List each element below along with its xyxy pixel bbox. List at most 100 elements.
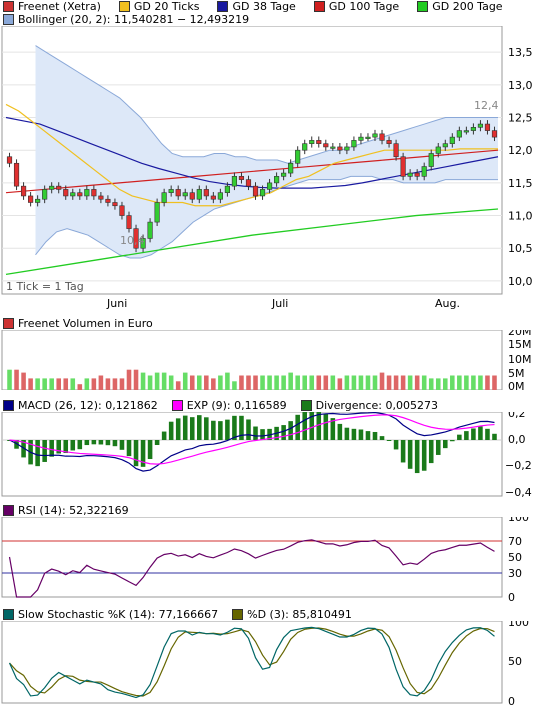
candle-body [13,162,20,187]
candle-body [435,146,441,154]
volume-bar [63,378,69,390]
stoch-tick-100: 100 [508,621,529,629]
candle-body [491,130,498,138]
candle-body [161,192,167,203]
candle-body [330,146,336,149]
divergence-bar [168,421,174,440]
candle-body [77,192,83,197]
volume-bar [435,378,441,390]
divergence-bar [105,440,111,446]
candle-body [189,192,195,200]
volume-bar [253,375,258,390]
volume-bar [35,378,40,390]
divergence-bar [316,412,322,440]
rsi-tick-0: 0 [508,591,515,602]
low-annotation: 10,4 [120,234,145,247]
candle-body [309,140,315,144]
volume-bar [393,375,399,390]
divergence-bar [49,440,54,457]
gd20-swatch [118,1,130,12]
divergence-bar [161,431,167,440]
candle-body [84,189,90,197]
gd200-legend-label: GD 200 Tage [432,0,503,13]
divergence-bar [337,423,343,440]
month-label-juli: Juli [271,297,288,310]
price-ytick-label: 13,5 [508,46,533,59]
stoch-plot-frame [1,621,503,704]
high-annotation: 12,4 [474,99,499,112]
divergence-bar [457,434,462,440]
bollinger-swatch [3,14,14,25]
divergence-bar [450,440,455,442]
volume-bar [140,372,146,390]
volume-bar [70,378,76,390]
price-ytick-label: 11,0 [508,210,533,223]
candle-body [20,185,27,197]
volume-bar [267,375,272,390]
candle-body [203,189,209,197]
macd-tick-00: 0,0 [508,433,526,446]
divergence-bar [358,429,364,440]
volume-bar [478,375,483,390]
bollinger-lower-line [35,175,498,259]
volume-bar [182,372,188,390]
candle-body [379,133,385,141]
divergence-bar [407,440,413,469]
candle-body [231,176,238,187]
divergence-bar [260,429,265,440]
bollinger-upper-line [35,45,498,164]
volume-bar [372,375,378,390]
gd200-swatch [417,1,429,12]
volume-bar [126,369,132,390]
divergence-bar [232,415,237,440]
macd-tick-m02: −0,2 [505,459,532,472]
volume-bar [161,372,167,390]
stochastic-chart: 100 50 0 [1,621,529,708]
volume-bar [414,375,420,390]
macd-swatch [3,400,14,411]
divergence-bar [84,440,90,446]
divergence-bar [414,440,420,474]
gd200-line [5,208,499,276]
volume-bar [175,381,181,390]
bollinger-legend-row: Bollinger (20, 2): 11,540281 − 12,493219 [3,13,249,26]
bollinger-legend-label: Bollinger (20, 2): 11,540281 − 12,493219 [18,13,250,26]
candle-body [442,143,448,148]
gd20-legend-label: GD 20 Ticks [133,0,200,13]
candle-body [365,136,371,139]
volume-bar [168,375,174,390]
divergence-bar [70,440,76,451]
divergence-bar [119,440,125,450]
candle-body [266,182,273,190]
divergence-bar [225,419,230,440]
candle-body [238,176,245,180]
candle-body [372,133,378,138]
volume-legend-row: Freenet Volumen in Euro [3,317,153,330]
candle-body [463,130,469,133]
volume-bar [351,375,357,390]
candle-body [477,123,484,128]
candle-body [421,166,427,177]
gd100-line [5,149,499,194]
divergence-bar [218,421,223,440]
macd-tick-02: 0,2 [508,412,526,420]
divergence-bar [147,440,153,460]
divergence-bar [182,415,188,440]
vol-tick-0m: 0M [508,380,525,390]
candle-body [217,192,223,200]
divergence-bar [21,440,26,458]
volume-bar [147,375,153,390]
volume-bar [457,375,462,390]
rsi-chart: 100 70 50 30 0 [1,517,529,602]
volume-bar [316,375,322,390]
volume-bar [56,378,61,390]
divergence-bar [393,440,399,450]
divergence-bar [330,418,336,440]
candle-body [168,189,174,193]
divergence-bar [365,431,371,440]
volume-bar [112,378,118,390]
volume-bar [105,378,111,390]
month-label-aug: Aug. [435,297,460,310]
candle-body [295,149,301,164]
divergence-legend-label: Divergence: 0,005273 [315,399,438,412]
